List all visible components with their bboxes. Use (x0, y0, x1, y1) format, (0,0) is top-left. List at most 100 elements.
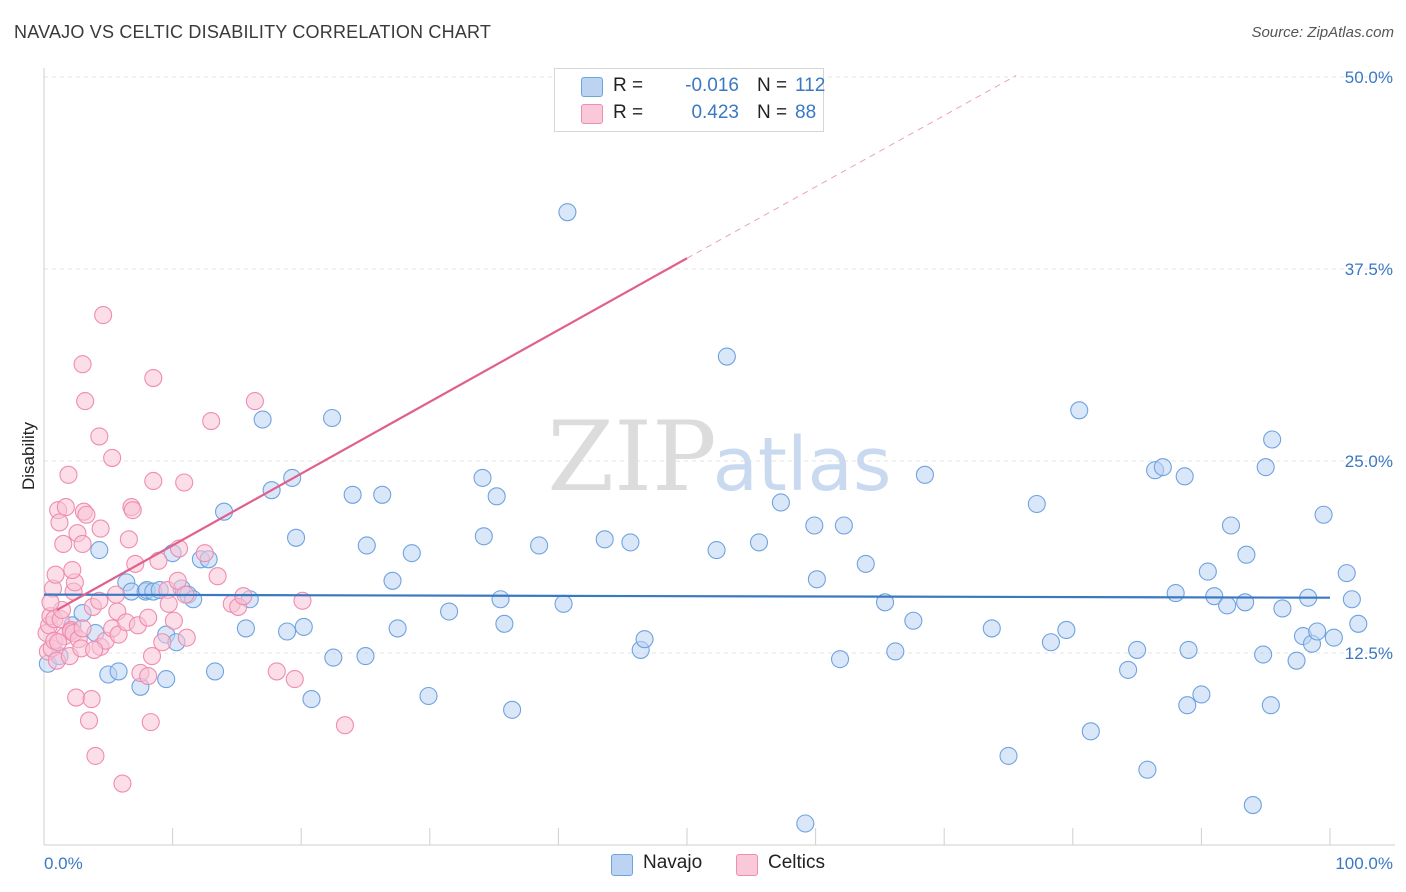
point-celtics (267, 662, 286, 681)
navajo-swatch (581, 77, 603, 97)
point-celtics (54, 534, 73, 553)
point-navajo (1243, 796, 1262, 815)
point-celtics (141, 713, 160, 732)
point-celtics (202, 412, 221, 431)
point-navajo (419, 686, 438, 706)
point-celtics (153, 633, 172, 652)
point-navajo (1236, 593, 1255, 612)
point-celtics (90, 591, 109, 610)
navajo-n-label: N = (757, 75, 788, 96)
point-navajo (1261, 696, 1280, 715)
celtics-r-value: 0.423 (691, 102, 739, 123)
point-navajo (904, 611, 923, 630)
trend-lines (43, 75, 1331, 611)
watermark-atlas: atlas (713, 422, 892, 508)
point-navajo (491, 590, 510, 609)
point-navajo (90, 541, 109, 560)
point-celtics (139, 666, 158, 686)
point-navajo (373, 485, 392, 504)
point-navajo (1221, 516, 1241, 535)
point-navajo (473, 468, 492, 487)
point-navajo (109, 662, 128, 681)
point-navajo (323, 408, 342, 428)
point-celtics (41, 593, 60, 612)
point-navajo (1308, 622, 1327, 641)
navajo-legend-swatch (611, 854, 633, 876)
point-navajo (554, 594, 573, 613)
point-navajo (830, 650, 850, 669)
y-axis-title: Disability (19, 421, 38, 490)
watermark-zip: ZIP (547, 401, 716, 513)
point-celtics (293, 591, 312, 610)
point-navajo (1041, 633, 1060, 652)
point-navajo (875, 593, 895, 612)
point-navajo (621, 533, 640, 552)
point-navajo (1337, 564, 1356, 583)
point-navajo (1153, 458, 1172, 477)
point-navajo (1263, 430, 1282, 449)
point-navajo (834, 516, 853, 535)
grid (44, 76, 1395, 654)
point-navajo (558, 203, 577, 222)
point-navajo (388, 619, 407, 638)
point-navajo (157, 670, 176, 689)
point-navajo (982, 619, 1001, 638)
point-celtics (49, 633, 68, 652)
point-navajo (915, 465, 934, 484)
point-navajo (1175, 467, 1194, 486)
point-celtics (56, 498, 75, 517)
point-navajo (1287, 651, 1306, 670)
point-celtics (195, 544, 214, 563)
celtics-legend-swatch (736, 854, 758, 876)
point-celtics (245, 392, 264, 411)
point-navajo (1138, 760, 1157, 779)
point-navajo (343, 485, 362, 504)
point-navajo (402, 544, 421, 563)
axes (43, 68, 1395, 846)
point-celtics (177, 628, 196, 647)
point-navajo (236, 619, 255, 638)
point-celtics (59, 465, 78, 484)
point-navajo (749, 533, 769, 552)
point-navajo (717, 347, 736, 366)
point-celtics (50, 513, 69, 532)
point-celtics (285, 670, 304, 689)
point-celtics (103, 448, 122, 467)
celtics-legend-label: Celtics (768, 852, 826, 873)
point-celtics (91, 519, 110, 538)
point-navajo (1119, 660, 1138, 679)
navajo-r-value: -0.016 (685, 75, 739, 96)
point-navajo (1218, 596, 1237, 615)
point-celtics (175, 473, 194, 492)
point-navajo (1349, 614, 1368, 633)
y-tick-label: 50.0% (1345, 68, 1393, 87)
point-celtics (77, 505, 96, 524)
point-navajo (357, 536, 376, 555)
point-celtics (164, 611, 183, 630)
trend-extension-celtics (686, 75, 1017, 259)
point-navajo (1192, 685, 1211, 704)
point-celtics (144, 369, 163, 388)
point-navajo (856, 554, 875, 573)
point-navajo (1324, 628, 1343, 647)
point-navajo (253, 410, 272, 429)
point-navajo (805, 516, 824, 535)
point-navajo (635, 630, 654, 649)
point-celtics (168, 571, 187, 590)
point-navajo (487, 487, 506, 506)
point-navajo (383, 571, 402, 590)
point-celtics (335, 716, 354, 735)
navajo-legend-label: Navajo (643, 852, 703, 873)
point-navajo (324, 648, 343, 667)
point-navajo (886, 642, 905, 661)
watermark: ZIP atlas (547, 401, 891, 513)
chart-title: NAVAJO VS CELTIC DISABILITY CORRELATION … (14, 22, 492, 42)
point-navajo (287, 528, 306, 547)
point-celtics (76, 392, 95, 411)
x-tick-label-end: 100.0% (1335, 854, 1393, 873)
point-navajo (530, 536, 549, 555)
y-tick-label: 25.0% (1345, 452, 1393, 471)
point-navajo (205, 662, 225, 681)
y-tick-label: 37.5% (1345, 260, 1393, 279)
